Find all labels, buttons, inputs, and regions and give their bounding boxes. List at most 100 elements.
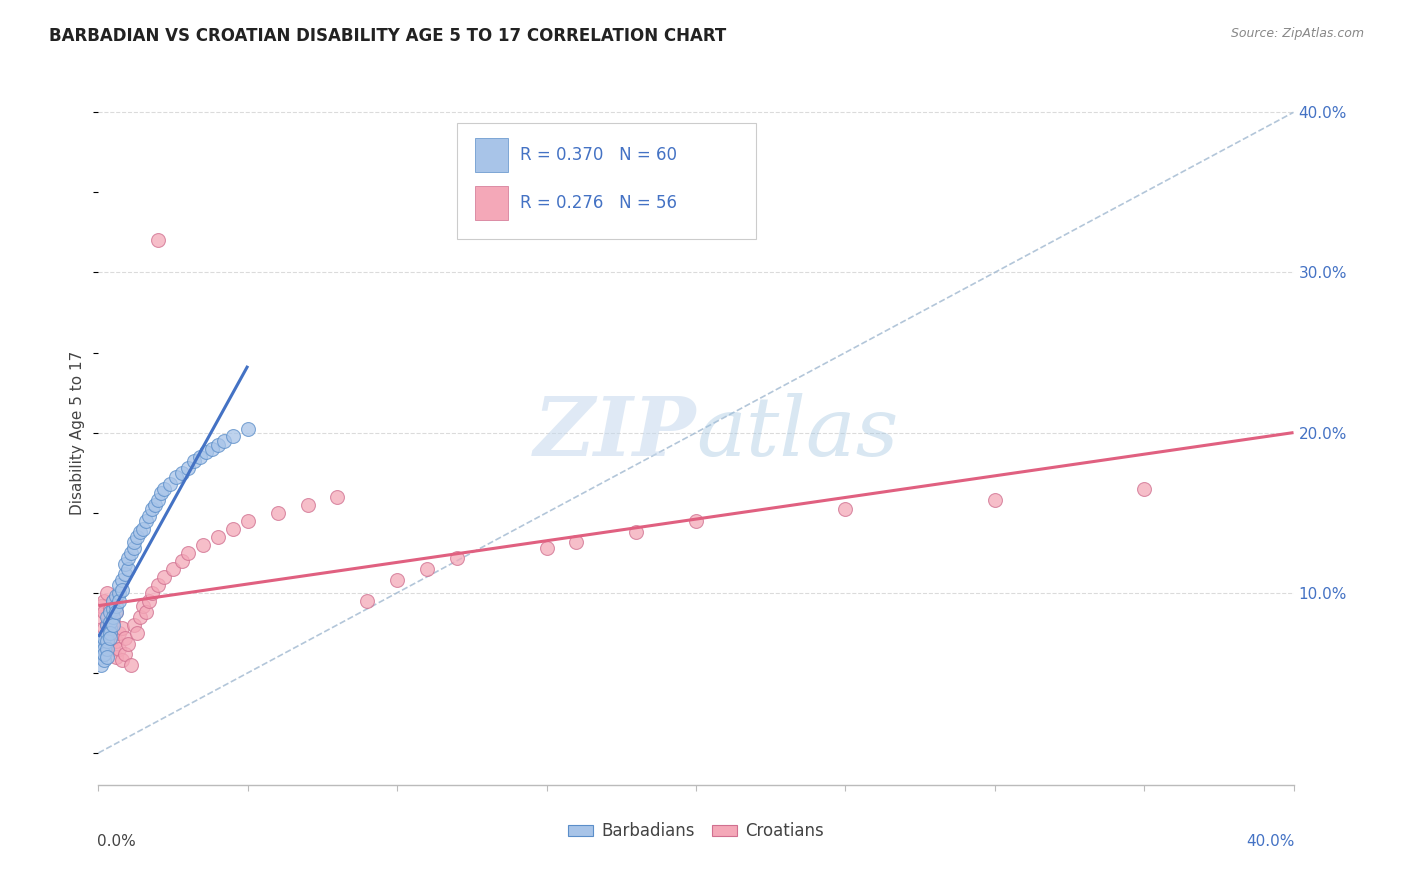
Point [127,625,149,640]
Point [129,609,152,624]
Text: Source: ZipAtlas.com: Source: ZipAtlas.com [1230,27,1364,40]
Point [135,514,157,528]
Point [236,422,259,436]
Point [124,617,146,632]
Point [96,625,118,640]
Point [96,631,118,645]
Point [105,649,128,664]
Point [446,550,468,565]
Point [108,586,131,600]
Point [177,460,200,475]
Point [93,594,115,608]
Point [93,637,115,651]
Point [201,442,224,456]
Point [148,492,170,507]
Point [96,617,118,632]
Legend: Barbadians, Croatians: Barbadians, Croatians [561,816,831,847]
Point [96,633,118,648]
Point [111,621,134,635]
Point [162,562,184,576]
Point [103,594,125,608]
Point [93,631,115,645]
Point [90,599,112,613]
Point [98,601,122,615]
Point [108,578,131,592]
Point [143,498,166,512]
Text: R = 0.370   N = 60: R = 0.370 N = 60 [520,146,678,164]
Point [108,641,131,656]
Point [96,617,118,632]
Point [90,609,112,624]
Y-axis label: Disability Age 5 to 17: Disability Age 5 to 17 [70,351,86,515]
Point [984,492,1007,507]
Point [117,550,139,565]
Point [98,625,122,640]
Point [177,546,200,560]
Point [114,647,136,661]
Point [159,476,181,491]
Point [207,530,229,544]
Point [103,594,125,608]
Point [103,617,125,632]
Point [141,586,163,600]
Point [207,438,229,452]
Point [212,434,235,448]
Point [108,594,131,608]
Point [114,557,136,571]
Point [93,647,115,661]
Point [626,524,648,539]
Point [172,554,194,568]
Point [105,589,128,603]
Point [103,601,125,615]
Point [148,234,170,248]
Point [195,445,218,459]
Point [132,522,155,536]
Point [96,586,118,600]
Point [98,605,122,619]
Point [108,625,131,640]
Point [93,605,115,619]
Point [138,594,160,608]
Point [98,625,122,640]
Point [536,541,558,555]
Point [150,486,173,500]
Text: R = 0.276   N = 56: R = 0.276 N = 56 [520,194,678,212]
Point [132,599,155,613]
Point [834,502,856,516]
Text: atlas: atlas [696,392,898,473]
Point [103,609,125,624]
Point [117,637,139,651]
Point [183,454,205,468]
Point [188,450,211,464]
Point [153,570,176,584]
FancyBboxPatch shape [457,122,756,239]
Point [172,466,194,480]
Point [141,502,163,516]
Point [685,514,707,528]
Bar [475,138,509,172]
Text: 40.0%: 40.0% [1246,834,1295,849]
Point [385,573,409,587]
Point [90,649,112,664]
Point [127,530,149,544]
Point [96,649,118,664]
Point [96,609,118,624]
Point [326,490,349,504]
Point [105,605,128,619]
Point [105,605,128,619]
Point [98,631,122,645]
Point [153,482,176,496]
Point [111,582,134,597]
Point [93,641,115,656]
Point [135,605,157,619]
Point [416,562,439,576]
Text: ZIP: ZIP [533,392,696,473]
Point [114,566,136,581]
Text: 0.0%: 0.0% [97,834,136,849]
Point [297,498,319,512]
Point [117,562,139,576]
Point [222,522,245,536]
Point [138,508,160,523]
Text: BARBADIAN VS CROATIAN DISABILITY AGE 5 TO 17 CORRELATION CHART: BARBADIAN VS CROATIAN DISABILITY AGE 5 T… [49,27,727,45]
Point [1133,482,1156,496]
